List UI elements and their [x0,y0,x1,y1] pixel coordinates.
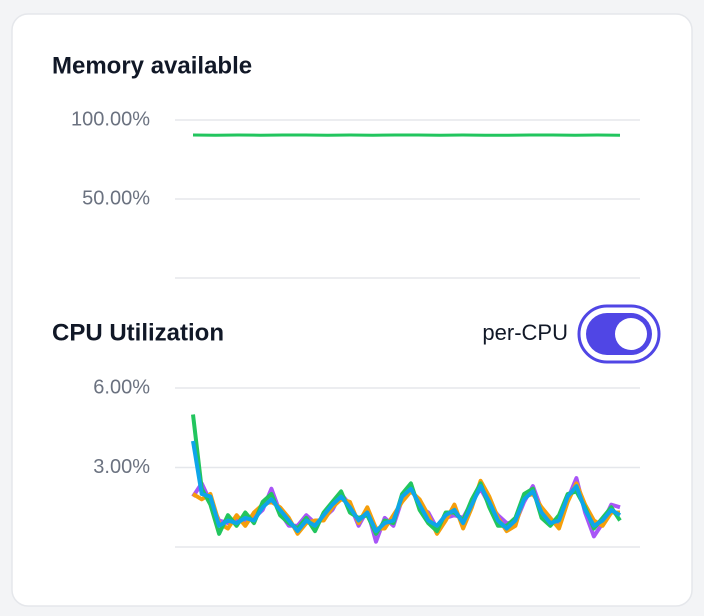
card [11,13,693,607]
y-tick-label: 6.00% [93,376,150,398]
chart-title: CPU Utilization [52,319,224,346]
toggle-knob [615,318,647,350]
toggle[interactable] [577,304,661,364]
toggle-ring [577,304,661,364]
chart-title: Memory available [52,52,252,79]
y-tick-label: 100.00% [71,108,150,130]
data-line [191,440,622,534]
y-tick-label: 3.00% [93,456,150,478]
data-line [191,414,622,536]
toggle-label: per-CPU [482,320,568,345]
y-tick-label: 50.00% [82,187,150,209]
